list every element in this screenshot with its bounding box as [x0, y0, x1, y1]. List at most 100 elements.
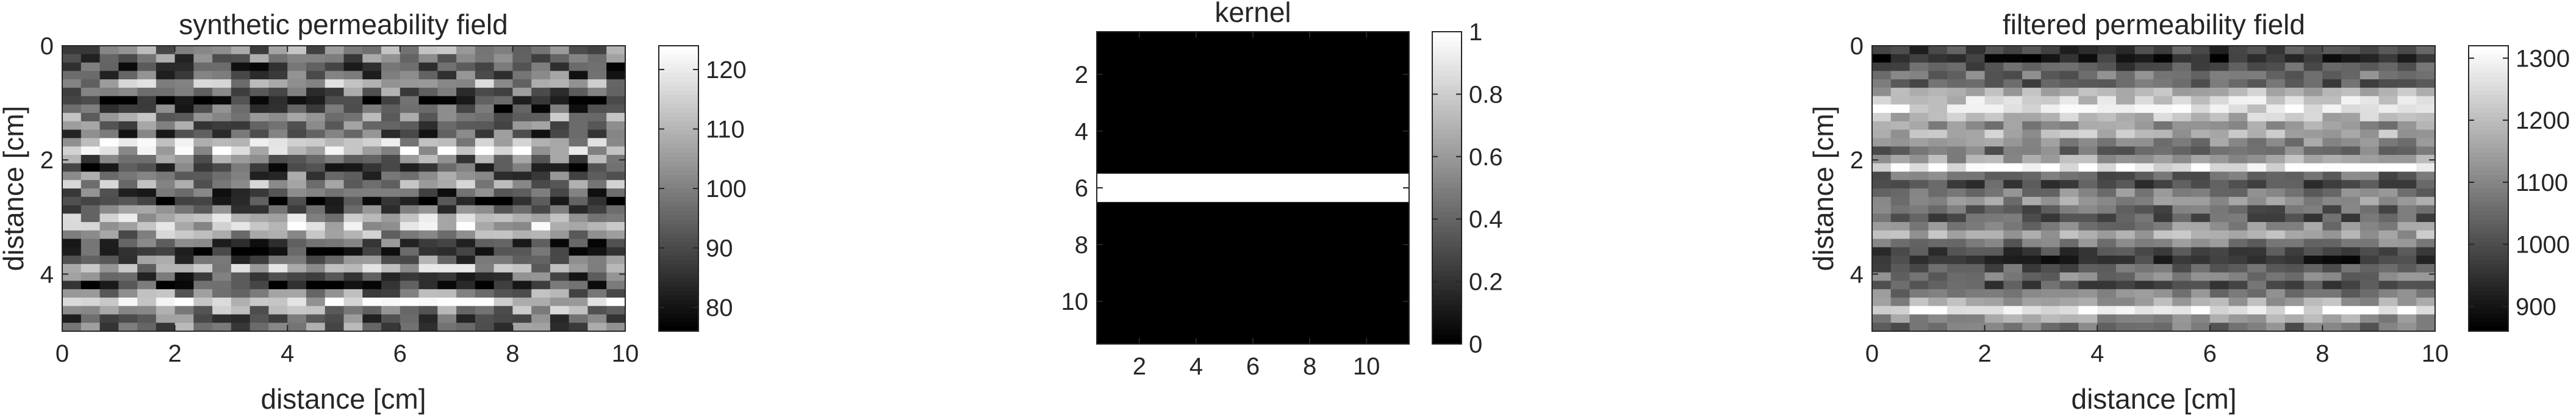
- heatmap-cell: [2153, 188, 2173, 198]
- heatmap-cell: [2153, 113, 2173, 122]
- heatmap-cell: [2172, 154, 2192, 164]
- colorbar-segment: [1432, 90, 1462, 96]
- heatmap-cell: [531, 180, 551, 189]
- heatmap-cell: [1965, 205, 1986, 214]
- heatmap-cell: [62, 180, 82, 189]
- heatmap-cell: [99, 272, 119, 282]
- heatmap-cell: [231, 230, 251, 240]
- heatmap-cell: [381, 323, 401, 332]
- heatmap-cell: [193, 54, 213, 63]
- heatmap-cell: [2003, 281, 2023, 290]
- colorbar-segment: [659, 291, 698, 296]
- heatmap-cell: [249, 54, 270, 63]
- heatmap-cell: [2134, 121, 2154, 131]
- heatmap-cell: [2040, 196, 2061, 206]
- heatmap-cell: [325, 129, 345, 139]
- colorbar-segment: [1432, 237, 1462, 242]
- heatmap-cell: [2303, 281, 2323, 290]
- heatmap-cell: [531, 213, 551, 223]
- heatmap-cell: [1965, 306, 1986, 315]
- colorbar-segment: [2469, 170, 2508, 176]
- heatmap-cell: [343, 113, 363, 122]
- heatmap-cell: [2247, 62, 2267, 71]
- heatmap-cell: [2266, 297, 2286, 307]
- heatmap-cell: [1890, 163, 1910, 173]
- heatmap-cell: [2416, 71, 2436, 80]
- heatmap-cell: [118, 247, 138, 256]
- heatmap-cell: [1965, 256, 1986, 265]
- heatmap-cell: [475, 171, 495, 181]
- colorbar-segment: [1432, 212, 1462, 218]
- heatmap-cell: [2097, 113, 2117, 122]
- heatmap-cell: [456, 222, 476, 231]
- heatmap-cell: [212, 306, 232, 315]
- colorbar-segment: [2469, 148, 2508, 154]
- heatmap-cell: [381, 281, 401, 290]
- heatmap-cell: [81, 79, 101, 88]
- heatmap-cell: [2397, 180, 2417, 189]
- heatmap-cell: [2078, 96, 2098, 105]
- heatmap-cell: [2115, 129, 2136, 139]
- heatmap-cell: [1890, 71, 1910, 80]
- heatmap-cell: [2284, 247, 2305, 256]
- heatmap-cell: [2059, 263, 2079, 273]
- heatmap-cell: [493, 121, 513, 131]
- heatmap-cell: [2115, 163, 2136, 173]
- heatmap-cell: [2078, 297, 2098, 307]
- heatmap-cell: [212, 289, 232, 298]
- heatmap-cell: [531, 171, 551, 181]
- heatmap-cell: [1909, 113, 1929, 122]
- heatmap-cell: [2247, 256, 2267, 265]
- heatmap-cell: [343, 213, 363, 223]
- heatmap-cell: [231, 263, 251, 273]
- heatmap-cell: [437, 129, 457, 139]
- heatmap-cell: [1965, 213, 1986, 223]
- heatmap-cell: [2397, 314, 2417, 323]
- heatmap-cell: [2097, 96, 2117, 105]
- heatmap-cell: [62, 171, 82, 181]
- heatmap-cell: [2397, 46, 2417, 55]
- heatmap-cell: [512, 213, 532, 223]
- colorbar-segment: [1432, 154, 1462, 159]
- y-tick-label: 2: [40, 147, 54, 174]
- heatmap-cell: [2378, 314, 2398, 323]
- heatmap-cell: [606, 121, 626, 131]
- heatmap-cell: [2022, 154, 2042, 164]
- heatmap-cell: [2059, 171, 2079, 181]
- heatmap-cell: [156, 213, 176, 223]
- colorbar-segment: [2469, 85, 2508, 91]
- heatmap-cell: [569, 213, 589, 223]
- heatmap-cell: [2191, 289, 2211, 298]
- heatmap-cell: [606, 163, 626, 173]
- heatmap-cell: [1947, 230, 1967, 240]
- heatmap-cell: [2003, 96, 2023, 105]
- heatmap-cell: [99, 205, 119, 214]
- heatmap-cell: [2078, 121, 2098, 131]
- colorbar-segment: [2469, 273, 2508, 278]
- colorbar-segment: [659, 237, 698, 243]
- colorbar-segment: [1432, 163, 1462, 169]
- heatmap-cell: [2378, 121, 2398, 131]
- heatmap-cell: [2378, 281, 2398, 290]
- heatmap-cell: [400, 46, 420, 55]
- heatmap-cell: [531, 196, 551, 206]
- heatmap-cell: [1947, 138, 1967, 147]
- heatmap-cell: [1872, 79, 1892, 88]
- heatmap-cell: [249, 196, 270, 206]
- heatmap-cell: [1928, 79, 1948, 88]
- heatmap-cell: [400, 247, 420, 256]
- heatmap-cell: [475, 188, 495, 198]
- heatmap-cell: [2059, 289, 2079, 298]
- heatmap-cell: [512, 171, 532, 181]
- heatmap-cell: [212, 62, 232, 71]
- heatmap-cell: [569, 121, 589, 131]
- heatmap-cell: [1984, 213, 2004, 223]
- panel-synthetic-permeability: synthetic permeability field 0 2 4 6 8 10 024…: [0, 9, 747, 415]
- heatmap-cell: [2191, 163, 2211, 173]
- heatmap-cell: [287, 171, 307, 181]
- heatmap-cell: [2397, 87, 2417, 97]
- heatmap-cell: [2247, 146, 2267, 156]
- colorbar-segment: [1432, 56, 1462, 62]
- heatmap-cell: [2153, 180, 2173, 189]
- heatmap-cell: [1928, 96, 1948, 105]
